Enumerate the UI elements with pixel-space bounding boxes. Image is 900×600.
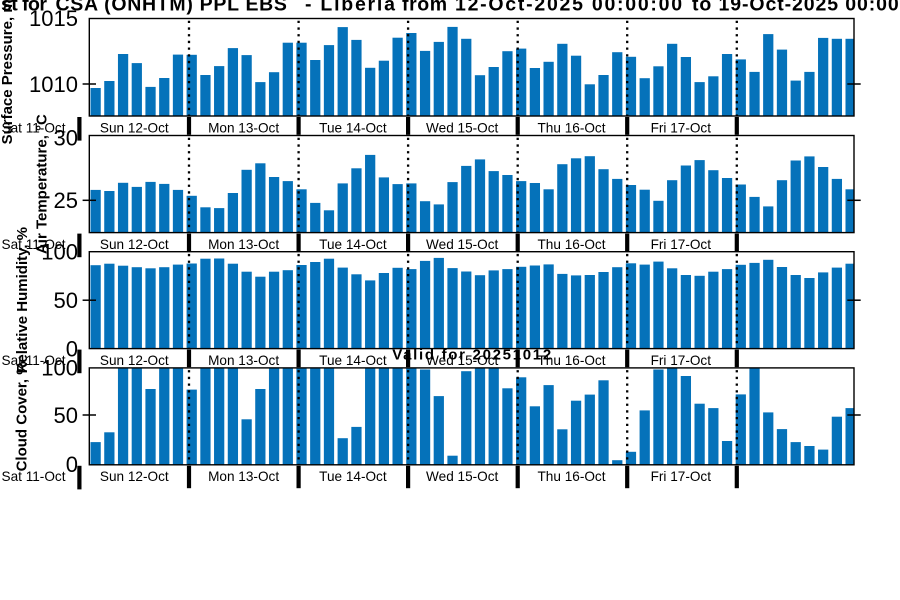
svg-text:Sun 12-Oct: Sun 12-Oct (100, 237, 169, 252)
svg-text:Sat 11-Oct: Sat 11-Oct (2, 121, 66, 136)
svg-text:Tue 14-Oct: Tue 14-Oct (319, 353, 387, 368)
svg-text:Cloud Cover, %: Cloud Cover, % (14, 361, 31, 471)
svg-text:1015: 1015 (29, 6, 78, 31)
svg-text:Sat 11-Oct: Sat 11-Oct (2, 469, 66, 484)
svg-text:Wed 15-Oct: Wed 15-Oct (426, 353, 498, 368)
svg-text:Sun 12-Oct: Sun 12-Oct (100, 469, 169, 484)
svg-text:Fri 17-Oct: Fri 17-Oct (651, 121, 712, 136)
svg-text:st for: st for (1, 0, 47, 16)
svg-text:Tue 14-Oct: Tue 14-Oct (319, 469, 387, 484)
svg-text:100: 100 (41, 356, 78, 381)
svg-text:to 19-Oct-2025 00:00:00: to 19-Oct-2025 00:00:00 (692, 0, 900, 16)
svg-text:Wed 15-Oct: Wed 15-Oct (426, 469, 498, 484)
svg-text:100: 100 (41, 239, 78, 264)
svg-text:Wed 15-Oct: Wed 15-Oct (426, 121, 498, 136)
svg-text:Sun 12-Oct: Sun 12-Oct (100, 121, 169, 136)
svg-text:50: 50 (54, 288, 78, 313)
svg-text:30: 30 (54, 126, 78, 151)
svg-text:0: 0 (66, 336, 78, 361)
svg-text:25: 25 (54, 188, 78, 213)
svg-text:from: from (402, 0, 448, 16)
svg-text:Mon 13-Oct: Mon 13-Oct (208, 237, 279, 252)
svg-text:0: 0 (66, 452, 78, 477)
svg-text:- Liberia: - Liberia (305, 0, 397, 16)
svg-text:Fri 17-Oct: Fri 17-Oct (651, 469, 712, 484)
svg-text:Fri 17-Oct: Fri 17-Oct (651, 237, 712, 252)
svg-text:Surface Pressure, mb: Surface Pressure, mb (0, 0, 16, 144)
svg-text:Mon 13-Oct: Mon 13-Oct (208, 353, 279, 368)
svg-text:Tue 14-Oct: Tue 14-Oct (319, 121, 387, 136)
svg-text:Thu 16-Oct: Thu 16-Oct (538, 353, 606, 368)
svg-text:Sun 12-Oct: Sun 12-Oct (100, 353, 169, 368)
svg-text:Mon 13-Oct: Mon 13-Oct (208, 121, 279, 136)
svg-text:Thu 16-Oct: Thu 16-Oct (538, 237, 606, 252)
svg-text:50: 50 (54, 403, 78, 428)
svg-text:Thu 16-Oct: Thu 16-Oct (538, 121, 606, 136)
svg-text:Sat 11-Oct: Sat 11-Oct (2, 237, 66, 252)
svg-text:Relative Humidity, %: Relative Humidity, % (14, 227, 31, 373)
svg-text:12-Oct-2025 00:00:00: 12-Oct-2025 00:00:00 (455, 0, 684, 16)
svg-text:1010: 1010 (29, 72, 78, 97)
svg-text:Wed 15-Oct: Wed 15-Oct (426, 237, 498, 252)
svg-text:Air Temperature, °C: Air Temperature, °C (34, 114, 51, 254)
svg-text:Mon 13-Oct: Mon 13-Oct (208, 469, 279, 484)
svg-text:Valid for 20251012: Valid for 20251012 (392, 346, 553, 363)
svg-text:CSA (ONHTM) PPL EBS: CSA (ONHTM) PPL EBS (56, 0, 288, 16)
svg-text:Tue 14-Oct: Tue 14-Oct (319, 237, 387, 252)
svg-text:Sat 11-Oct: Sat 11-Oct (2, 353, 66, 368)
svg-text:Thu 16-Oct: Thu 16-Oct (538, 469, 606, 484)
svg-text:Fri 17-Oct: Fri 17-Oct (651, 353, 712, 368)
